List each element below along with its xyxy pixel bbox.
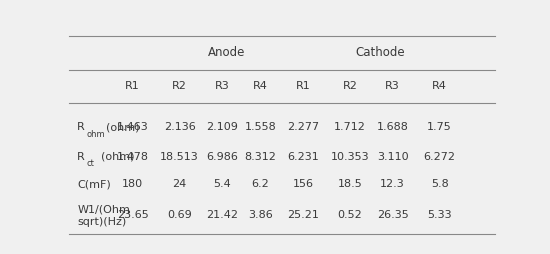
Text: 10.353: 10.353 — [331, 152, 370, 162]
Text: R2: R2 — [172, 81, 187, 91]
Text: 156: 156 — [293, 179, 314, 189]
Text: ohm: ohm — [87, 130, 105, 139]
Text: 5.33: 5.33 — [427, 210, 452, 220]
Text: R: R — [77, 152, 85, 162]
Text: 2.136: 2.136 — [164, 122, 195, 132]
Text: 0.52: 0.52 — [338, 210, 362, 220]
Text: 18.5: 18.5 — [338, 179, 362, 189]
Text: 23.65: 23.65 — [117, 210, 148, 220]
Text: R3: R3 — [386, 81, 400, 91]
Text: R4: R4 — [253, 81, 268, 91]
Text: 21.42: 21.42 — [206, 210, 238, 220]
Text: C(mF): C(mF) — [77, 179, 111, 189]
Text: W1/(Ohm
sqrt)(Hz): W1/(Ohm sqrt)(Hz) — [77, 204, 130, 227]
Text: 5.8: 5.8 — [431, 179, 448, 189]
Text: 3.110: 3.110 — [377, 152, 409, 162]
Text: R3: R3 — [215, 81, 229, 91]
Text: R1: R1 — [296, 81, 311, 91]
Text: 5.4: 5.4 — [213, 179, 231, 189]
Text: 6.272: 6.272 — [424, 152, 455, 162]
Text: 8.312: 8.312 — [245, 152, 277, 162]
Text: 24: 24 — [173, 179, 186, 189]
Text: 1.558: 1.558 — [245, 122, 277, 132]
Text: 6.986: 6.986 — [206, 152, 238, 162]
Text: 25.21: 25.21 — [287, 210, 319, 220]
Text: 1.478: 1.478 — [117, 152, 148, 162]
Text: R2: R2 — [343, 81, 358, 91]
Text: 26.35: 26.35 — [377, 210, 409, 220]
Text: 0.69: 0.69 — [167, 210, 192, 220]
Text: ct: ct — [87, 159, 95, 168]
Text: 1.463: 1.463 — [117, 122, 148, 132]
Text: (ohm): (ohm) — [106, 122, 140, 132]
Text: 1.712: 1.712 — [334, 122, 366, 132]
Text: Cathode: Cathode — [355, 46, 405, 59]
Text: 12.3: 12.3 — [381, 179, 405, 189]
Text: 1.688: 1.688 — [377, 122, 409, 132]
Text: 3.86: 3.86 — [248, 210, 273, 220]
Text: R4: R4 — [432, 81, 447, 91]
Text: 6.231: 6.231 — [287, 152, 319, 162]
Text: 18.513: 18.513 — [160, 152, 199, 162]
Text: 2.277: 2.277 — [287, 122, 319, 132]
Text: R: R — [77, 122, 85, 132]
Text: 2.109: 2.109 — [206, 122, 238, 132]
Text: (ohm): (ohm) — [101, 152, 135, 162]
Text: 6.2: 6.2 — [252, 179, 270, 189]
Text: Anode: Anode — [208, 46, 245, 59]
Text: R1: R1 — [125, 81, 140, 91]
Text: 180: 180 — [122, 179, 143, 189]
Text: 1.75: 1.75 — [427, 122, 452, 132]
